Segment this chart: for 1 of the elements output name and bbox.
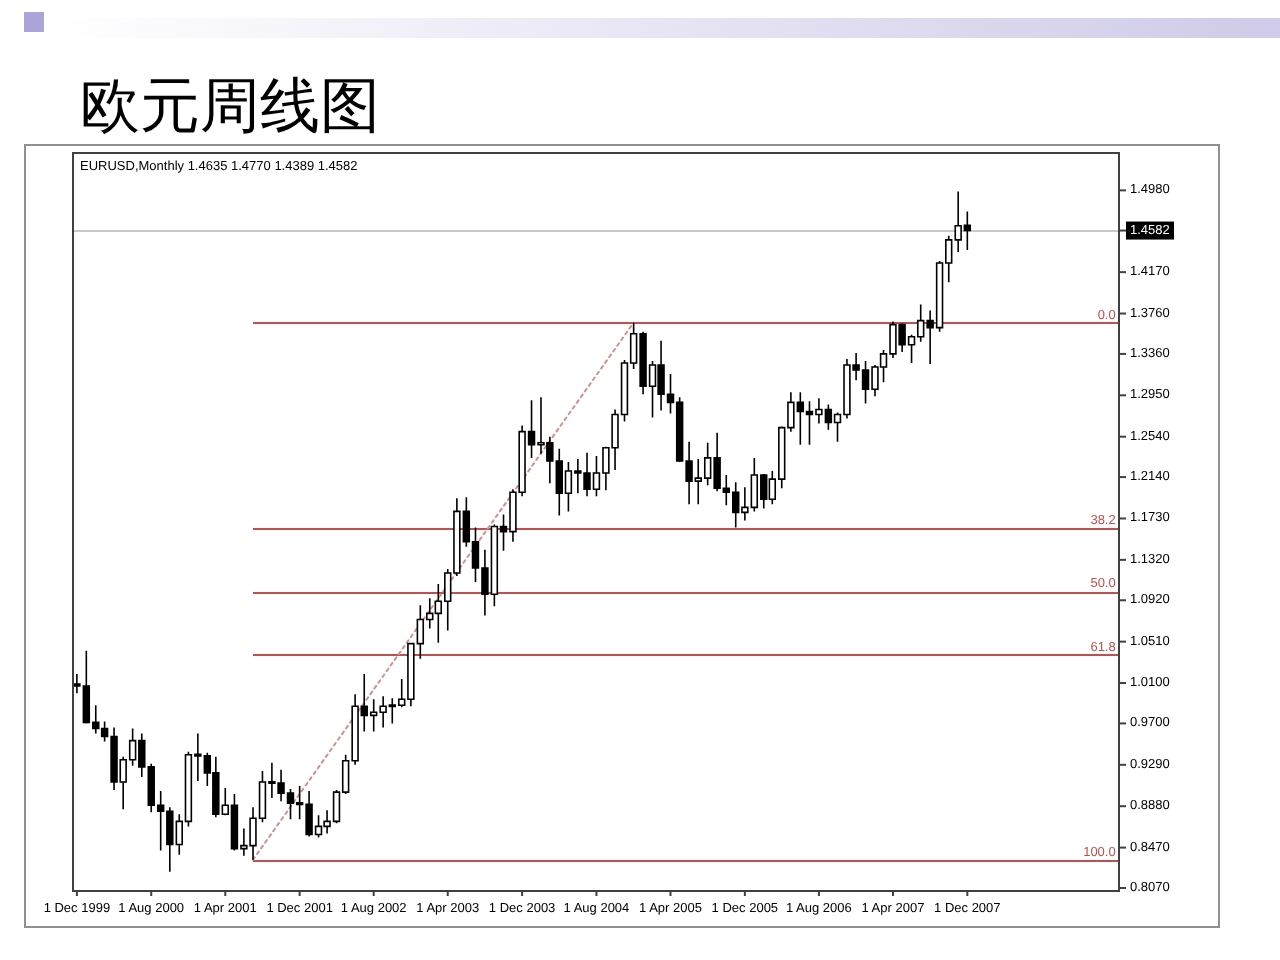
chart-title: 欧元周线图 [80,74,380,140]
